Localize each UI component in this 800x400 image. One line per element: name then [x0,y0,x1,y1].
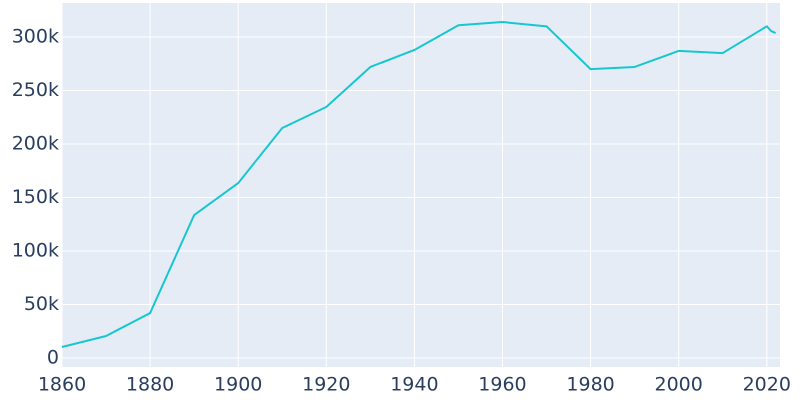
x-tick-label: 1940 [390,374,438,396]
y-tick-label: 0 [47,347,59,369]
y-tick-label: 150k [12,186,59,208]
plot-area [62,3,780,367]
y-tick-label: 300k [12,26,59,48]
x-tick-label: 1900 [214,374,262,396]
y-tick-label: 250k [12,79,59,101]
y-tick-label: 50k [24,293,59,315]
y-tick-label: 100k [12,240,59,262]
y-tick-label: 200k [12,133,59,155]
data-line [61,21,777,348]
x-tick-label: 1960 [478,374,526,396]
x-tick-label: 1880 [126,374,174,396]
x-tick-label: 1860 [38,374,86,396]
x-tick-label: 1920 [302,374,350,396]
x-tick-label: 1980 [566,374,614,396]
x-tick-label: 2020 [743,374,791,396]
x-tick-label: 2000 [655,374,703,396]
